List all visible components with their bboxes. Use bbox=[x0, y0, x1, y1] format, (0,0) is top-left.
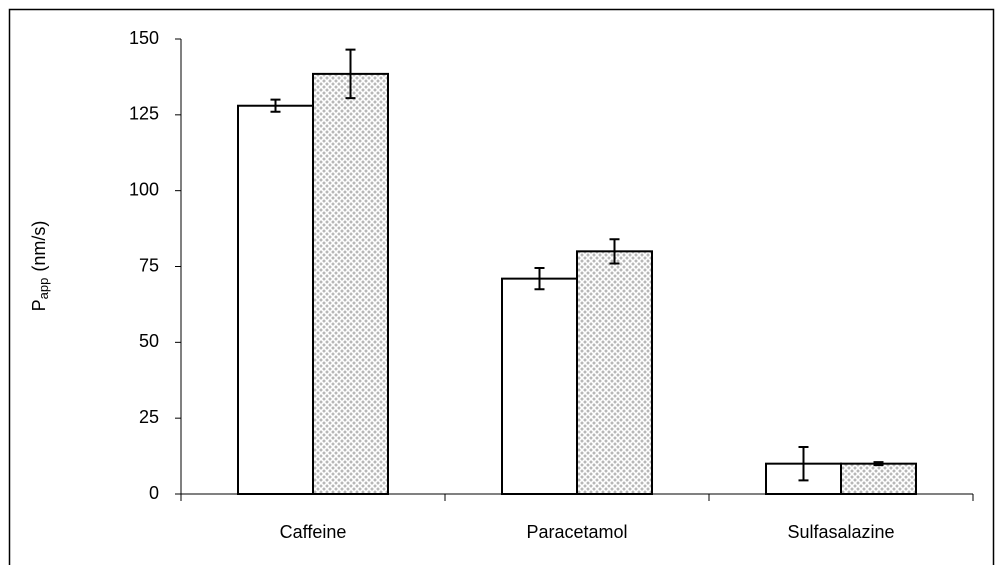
y-tick-label: 125 bbox=[129, 104, 159, 124]
bar bbox=[576, 250, 653, 495]
x-tick-label: Paracetamol bbox=[526, 522, 627, 542]
y-axis-label-main: P bbox=[29, 299, 49, 311]
bar bbox=[501, 277, 578, 495]
y-axis-label-unit: (nm/s) bbox=[29, 221, 49, 272]
y-tick-label: 75 bbox=[139, 255, 159, 275]
error-bar bbox=[798, 445, 809, 482]
y-axis-label-subscript: app bbox=[36, 278, 51, 300]
error-bar bbox=[609, 238, 620, 265]
error-bar bbox=[345, 48, 356, 100]
y-tick-label: 0 bbox=[149, 483, 159, 503]
chart-frame bbox=[8, 8, 995, 565]
x-tick-label: Sulfasalazine bbox=[787, 522, 894, 542]
error-bar bbox=[534, 267, 545, 291]
error-bar bbox=[270, 98, 281, 113]
x-tick-label: Caffeine bbox=[280, 522, 347, 542]
error-bar bbox=[873, 461, 884, 467]
y-axis-label: Papp (nm/s) bbox=[29, 221, 52, 312]
bar bbox=[237, 104, 314, 495]
y-tick-label: 50 bbox=[139, 331, 159, 351]
y-tick-label: 150 bbox=[129, 28, 159, 48]
y-tick-label: 25 bbox=[139, 407, 159, 427]
bar bbox=[312, 72, 389, 495]
bar bbox=[840, 462, 917, 495]
y-tick-label: 100 bbox=[129, 179, 159, 199]
